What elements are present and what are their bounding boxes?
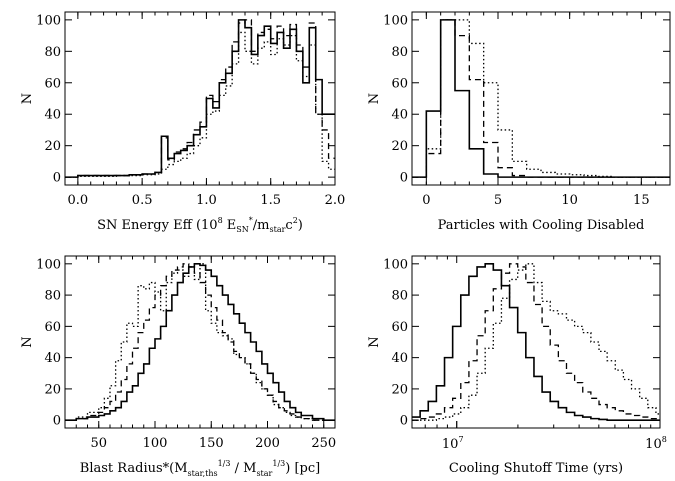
y-tick-label: 100 — [36, 13, 61, 28]
x-tick-label: 2.0 — [325, 193, 346, 208]
x-tick-label: 1.5 — [260, 193, 281, 208]
panel-blast: 0 20 40 60 80 100 50 100 150 200 250 N Blast Radius*… — [20, 255, 336, 478]
x-tick-label: 200 — [255, 436, 280, 451]
histogram-dashed — [412, 263, 660, 421]
x-axis-label: SN Energy Eff (108 ESN*/mstarc2) — [97, 216, 303, 234]
y-axis-label: N — [20, 336, 35, 347]
histogram-dashed — [65, 263, 335, 421]
histogram-dotted — [65, 31, 335, 178]
x-axis-label: Particles with Cooling Disabled — [438, 218, 645, 233]
x-tick-label: 0 — [422, 193, 430, 208]
x-tick-label: 1.0 — [196, 193, 217, 208]
y-tick-label: 100 — [383, 257, 408, 272]
y-tick-label: 80 — [44, 45, 61, 60]
plot-frame — [411, 255, 661, 429]
y-tick-label: 40 — [44, 108, 61, 123]
plot-frame — [64, 255, 336, 429]
x-tick-label: 107 — [442, 435, 464, 452]
x-tick-label: 100 — [143, 436, 168, 451]
plot-frame — [64, 11, 336, 186]
y-tick-label: 0 — [53, 414, 61, 429]
x-tick-label: 15 — [633, 193, 650, 208]
x-axis-label: Cooling Shutoff Time (yrs) — [449, 461, 623, 476]
panel-sn: 0 20 40 60 80 100 0.0 0.5 1.0 1.5 2.0 N SN Energy Ef… — [20, 11, 346, 234]
y-tick-label: 0 — [400, 171, 408, 186]
histogram-solid — [412, 263, 660, 421]
x-tick-label: 5 — [494, 193, 502, 208]
histogram-dashed — [412, 19, 670, 178]
y-axis-label: N — [367, 93, 382, 104]
x-axis-label: Blast Radius*(Mstar,ths1/3 / Mstar1/3) [… — [80, 459, 320, 478]
histogram-solid — [65, 19, 335, 178]
x-tick-label: 10 — [561, 193, 578, 208]
x-tick-label: 0.0 — [68, 193, 89, 208]
x-tick-label: 108 — [645, 435, 667, 452]
histogram-dashed — [65, 19, 335, 178]
histogram-dotted — [412, 263, 660, 421]
y-axis-label: N — [20, 93, 35, 104]
histogram-solid — [65, 263, 335, 421]
y-tick-label: 40 — [391, 351, 408, 366]
histogram-dotted — [412, 19, 670, 178]
y-tick-label: 60 — [44, 76, 61, 91]
y-tick-label: 40 — [391, 108, 408, 123]
y-tick-label: 60 — [391, 76, 408, 91]
x-tick-label: 250 — [311, 436, 336, 451]
y-tick-label: 0 — [53, 171, 61, 186]
x-tick-label: 0.5 — [132, 193, 153, 208]
y-tick-label: 80 — [391, 289, 408, 304]
y-tick-label: 60 — [44, 320, 61, 335]
y-tick-label: 20 — [44, 382, 61, 397]
y-tick-label: 100 — [36, 257, 61, 272]
y-tick-label: 60 — [391, 320, 408, 335]
panel-cooling: 0 20 40 60 80 100 0 5 10 15 N Particles with Coolin… — [367, 11, 671, 233]
panel-shutoff: 0 20 40 60 80 100 107 108 N Cooling Shutoff Time … — [367, 255, 667, 476]
y-tick-label: 80 — [44, 289, 61, 304]
x-tick-label: 50 — [90, 436, 107, 451]
y-tick-label: 40 — [44, 351, 61, 366]
y-tick-label: 80 — [391, 45, 408, 60]
y-tick-label: 0 — [400, 414, 408, 429]
x-tick-label: 150 — [199, 436, 224, 451]
plot-frame — [411, 11, 671, 186]
histogram-solid — [412, 19, 670, 178]
y-tick-label: 20 — [391, 382, 408, 397]
y-tick-label: 20 — [44, 139, 61, 154]
y-tick-label: 20 — [391, 139, 408, 154]
histogram-dotted — [65, 263, 335, 421]
y-tick-label: 100 — [383, 13, 408, 28]
y-axis-label: N — [367, 336, 382, 347]
